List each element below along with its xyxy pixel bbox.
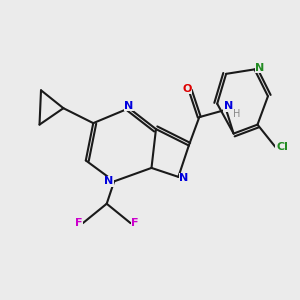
Text: N: N — [224, 101, 233, 111]
Text: N: N — [104, 176, 113, 186]
Text: N: N — [124, 101, 134, 111]
Text: O: O — [182, 84, 191, 94]
Text: F: F — [131, 218, 139, 228]
Text: Cl: Cl — [276, 142, 288, 152]
Text: N: N — [179, 173, 188, 183]
Text: H: H — [233, 109, 240, 119]
Text: N: N — [255, 63, 265, 73]
Text: F: F — [75, 218, 82, 228]
